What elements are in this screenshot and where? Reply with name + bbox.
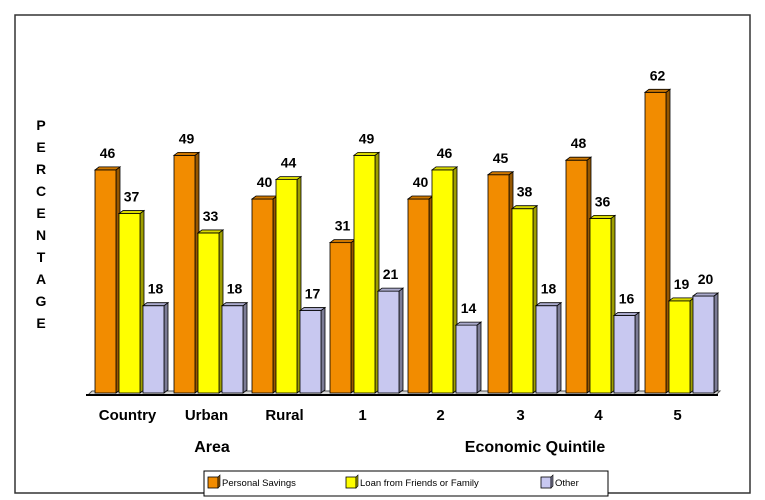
bar-loan-from-friends-or-family-urban bbox=[196, 229, 225, 394]
legend: Personal Savings Loan from Friends or Fam… bbox=[203, 470, 609, 497]
y-axis-title-letter: N bbox=[36, 227, 46, 243]
legend-swatch bbox=[207, 476, 219, 489]
value-label-loan-from-friends-or-family-3: 38 bbox=[517, 184, 533, 200]
bar-loan-from-friends-or-family-5 bbox=[667, 297, 696, 394]
value-label-personal-savings-2: 40 bbox=[413, 174, 429, 190]
bar-loan-from-friends-or-family-4 bbox=[588, 214, 617, 394]
bar-personal-savings-3 bbox=[486, 170, 515, 394]
legend-swatch bbox=[345, 476, 357, 489]
category-label-3: 3 bbox=[516, 407, 524, 424]
bar-other-3 bbox=[534, 301, 563, 394]
legend-item-personal-savings: Personal Savings bbox=[207, 474, 296, 489]
legend-item-other: Other bbox=[540, 474, 579, 489]
value-label-loan-from-friends-or-family-rural: 44 bbox=[281, 155, 297, 171]
bar-loan-from-friends-or-family-country bbox=[117, 209, 146, 394]
value-label-personal-savings-5: 62 bbox=[650, 67, 666, 83]
bar-personal-savings-rural bbox=[250, 195, 279, 394]
y-axis-title-letter: E bbox=[36, 139, 45, 155]
bar-personal-savings-1 bbox=[328, 238, 357, 394]
legend-swatch bbox=[540, 476, 552, 489]
value-label-personal-savings-rural: 40 bbox=[257, 174, 273, 190]
category-label-urban: Urban bbox=[185, 407, 228, 424]
bar-personal-savings-4 bbox=[564, 156, 593, 394]
category-label-rural: Rural bbox=[265, 407, 303, 424]
y-axis-title-letter: E bbox=[36, 205, 45, 221]
value-label-personal-savings-1: 31 bbox=[335, 218, 351, 234]
y-axis-title-letter: G bbox=[36, 293, 47, 309]
value-label-loan-from-friends-or-family-country: 37 bbox=[124, 189, 140, 205]
legend-label: Loan from Friends or Family bbox=[360, 478, 479, 489]
value-label-other-5: 20 bbox=[698, 271, 714, 287]
y-axis-title-letter: T bbox=[37, 249, 46, 265]
bar-other-rural bbox=[298, 306, 327, 394]
bar-loan-from-friends-or-family-rural bbox=[274, 175, 303, 394]
value-label-other-country: 18 bbox=[148, 281, 164, 297]
bar-other-2 bbox=[454, 321, 483, 394]
legend-item-loan-from-friends-or-family: Loan from Friends or Family bbox=[345, 474, 479, 489]
value-labels: 46 37 18 49 33 18 40 44 17 31 49 21 40 46 14 45 38 18 48 36… bbox=[100, 67, 714, 316]
bar-loan-from-friends-or-family-3 bbox=[510, 204, 539, 394]
bar-personal-savings-country bbox=[93, 166, 122, 394]
value-label-other-rural: 17 bbox=[305, 286, 321, 302]
y-axis-title-letter: P bbox=[36, 117, 45, 133]
bar-loan-from-friends-or-family-1 bbox=[352, 151, 381, 394]
value-label-loan-from-friends-or-family-2: 46 bbox=[437, 145, 453, 161]
bar-other-country bbox=[141, 301, 170, 394]
bar-other-5 bbox=[691, 292, 720, 394]
bar-personal-savings-2 bbox=[406, 195, 435, 394]
category-label-country: Country bbox=[99, 407, 157, 424]
category-group-label-economic-quintile: Economic Quintile bbox=[465, 439, 606, 456]
bar-personal-savings-5 bbox=[643, 88, 672, 394]
category-group-labels: Area Economic Quintile bbox=[194, 439, 605, 456]
value-label-other-3: 18 bbox=[541, 281, 557, 297]
y-axis-title-letter: E bbox=[36, 315, 45, 331]
category-label-2: 2 bbox=[436, 407, 444, 424]
legend-label: Personal Savings bbox=[222, 478, 296, 489]
value-label-other-urban: 18 bbox=[227, 281, 243, 297]
y-axis-title-letter: R bbox=[36, 161, 46, 177]
value-label-loan-from-friends-or-family-5: 19 bbox=[674, 276, 690, 292]
category-label-4: 4 bbox=[594, 407, 603, 424]
bars bbox=[93, 88, 720, 394]
plot-floor bbox=[86, 390, 722, 396]
value-label-personal-savings-4: 48 bbox=[571, 135, 587, 151]
category-group-label-area: Area bbox=[194, 439, 230, 456]
category-label-1: 1 bbox=[358, 407, 366, 424]
value-label-personal-savings-country: 46 bbox=[100, 145, 116, 161]
category-label-5: 5 bbox=[673, 407, 681, 424]
legend-label: Other bbox=[555, 478, 579, 489]
bar-other-4 bbox=[612, 311, 641, 394]
value-label-other-1: 21 bbox=[383, 266, 399, 282]
bar-loan-from-friends-or-family-2 bbox=[430, 166, 459, 394]
y-axis-title-letter: A bbox=[36, 271, 46, 287]
bar-personal-savings-urban bbox=[172, 151, 201, 394]
category-labels: Country Urban Rural 1 2 3 4 5 bbox=[99, 407, 682, 424]
value-label-other-4: 16 bbox=[619, 290, 635, 306]
value-label-loan-from-friends-or-family-4: 36 bbox=[595, 193, 611, 209]
bar-other-urban bbox=[220, 301, 249, 394]
value-label-personal-savings-3: 45 bbox=[493, 150, 509, 166]
value-label-other-2: 14 bbox=[461, 300, 477, 316]
value-label-loan-from-friends-or-family-1: 49 bbox=[359, 130, 375, 146]
value-label-loan-from-friends-or-family-urban: 33 bbox=[203, 208, 219, 224]
value-label-personal-savings-urban: 49 bbox=[179, 130, 195, 146]
bar-other-1 bbox=[376, 287, 405, 394]
y-axis-title-letter: C bbox=[36, 183, 46, 199]
